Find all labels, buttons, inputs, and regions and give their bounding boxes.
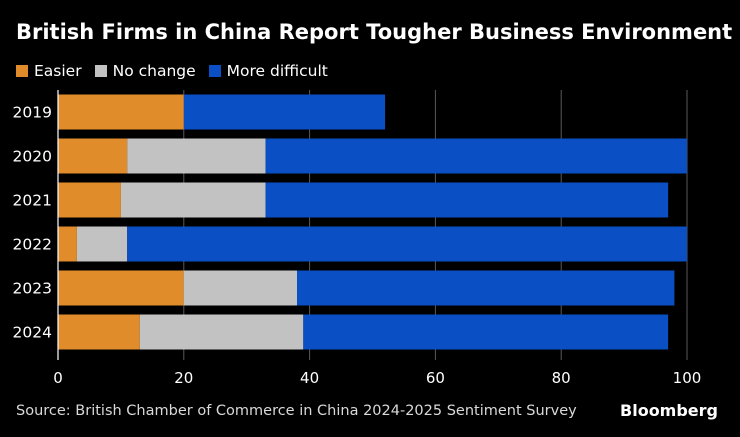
legend-item-easier: Easier [16,62,82,80]
x-tick-label: 60 [426,369,445,387]
bar-segment-no-change [76,226,128,262]
bar-segment-more-difficult [303,314,669,350]
category-label: 2019 [13,104,52,122]
bar-segment-no-change [139,314,304,350]
bloomberg-logo: Bloomberg [620,401,718,420]
legend-swatch-no-change [94,65,107,77]
bar-segment-more-difficult [265,138,687,174]
source-note: Source: British Chamber of Commerce in C… [16,403,577,419]
legend-swatch-easier [16,65,28,77]
legend: Easier No change More difficult [16,62,341,80]
bar-segment-more-difficult [183,94,386,130]
bar-segment-easier [58,314,140,350]
chart-title: British Firms in China Report Tougher Bu… [16,20,733,44]
bar-segment-easier [58,270,184,306]
bar-segment-more-difficult [127,226,687,262]
category-label: 2020 [13,148,52,166]
x-tick-label: 20 [174,369,193,387]
legend-item-more-difficult: More difficult [208,62,328,80]
x-tick-label: 0 [53,369,63,387]
x-tick-label: 40 [300,369,319,387]
category-label: 2023 [13,280,52,298]
category-label: 2022 [13,236,52,254]
bar-segment-easier [58,138,128,174]
bar-segment-no-change [183,270,298,306]
bar-segment-more-difficult [297,270,675,306]
bar-segment-easier [58,94,184,130]
category-label: 2021 [13,192,52,210]
legend-item-no-change: No change [94,62,196,80]
bar-segment-no-change [127,138,266,174]
legend-label-no-change: No change [112,62,196,80]
legend-label-easier: Easier [34,62,82,80]
bar-segment-more-difficult [265,182,669,218]
bar-segment-easier [58,182,121,218]
x-tick-label: 80 [552,369,571,387]
bar-segment-no-change [120,182,266,218]
legend-swatch-more-difficult [208,65,221,77]
legend-label-more-difficult: More difficult [226,62,328,80]
bar-segment-easier [58,226,77,262]
x-tick-label: 100 [673,369,702,387]
category-label: 2024 [13,324,52,342]
